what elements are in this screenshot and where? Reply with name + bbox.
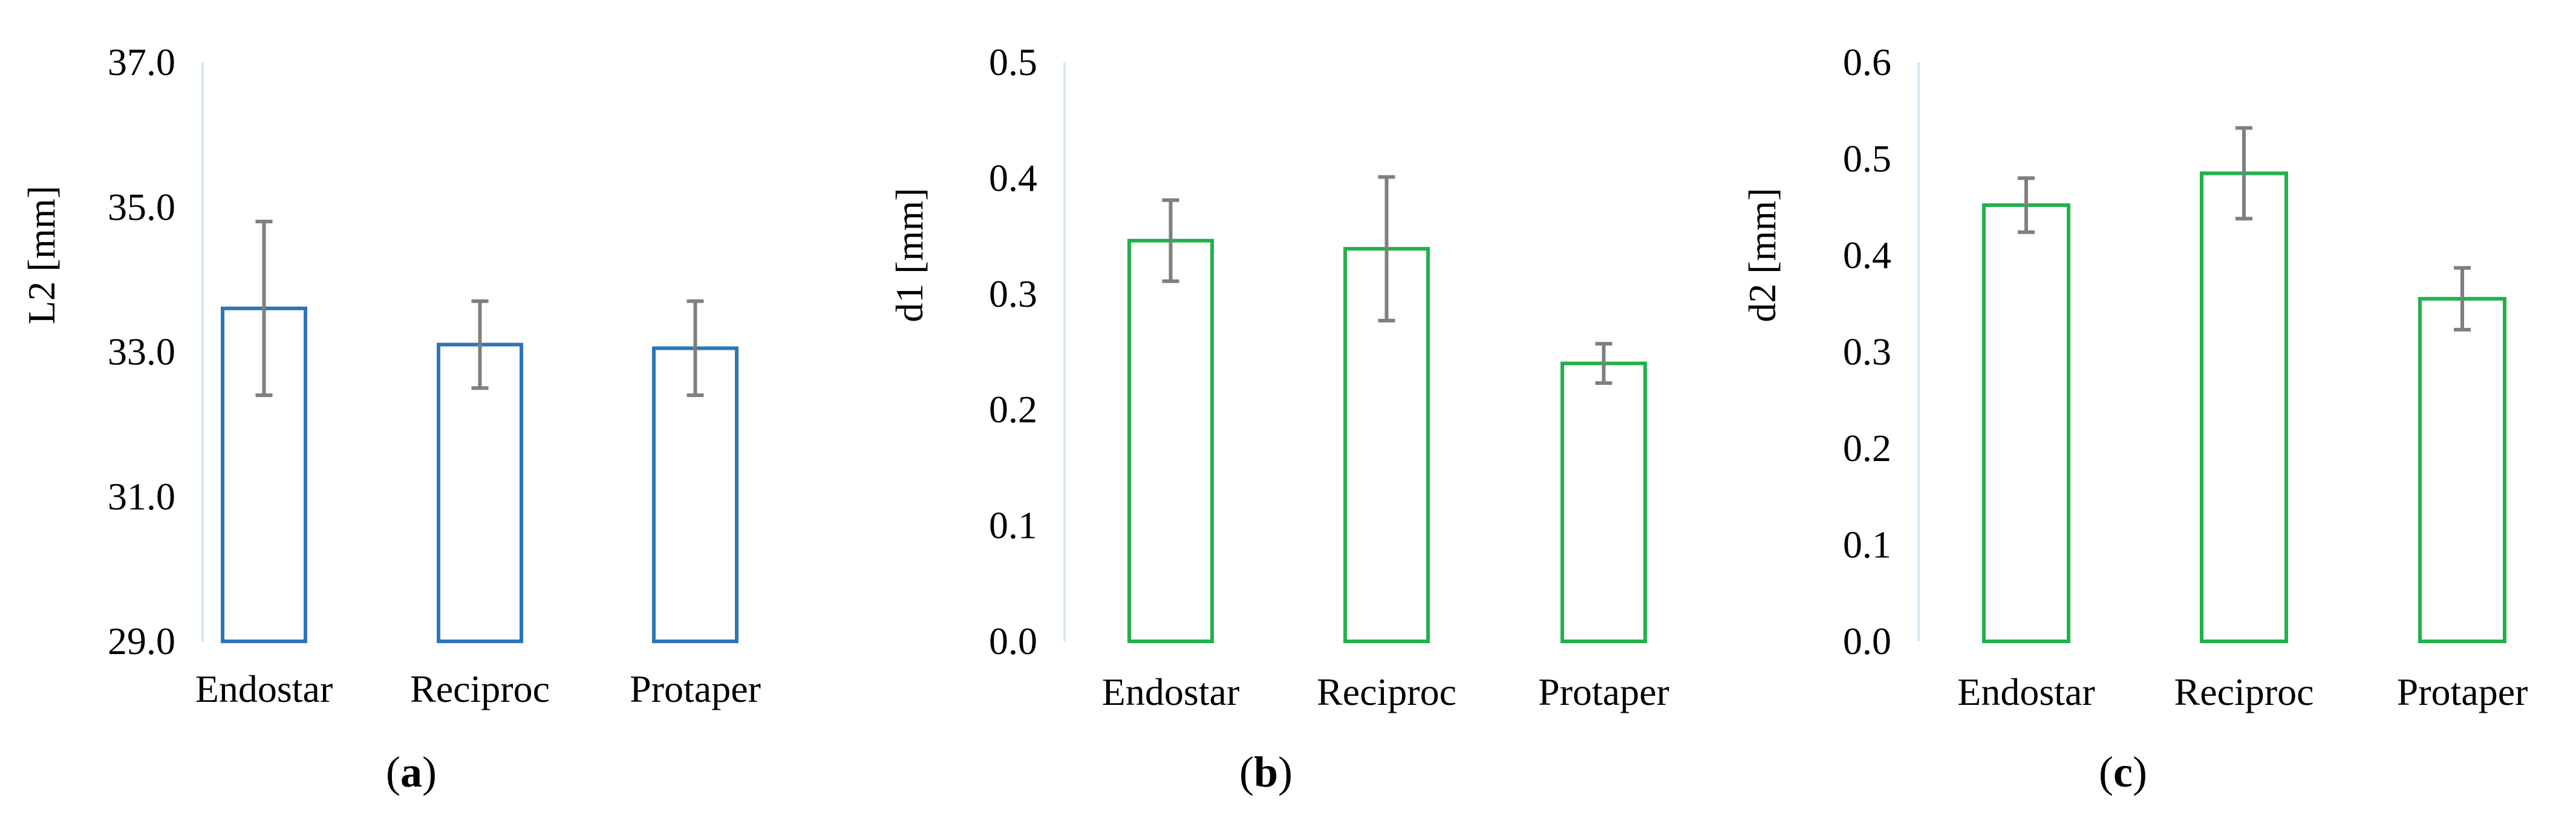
y-tick-label: 0.4	[989, 156, 1037, 199]
y-axis-title: d1 [mm]	[888, 188, 931, 322]
y-tick-label: 37.0	[108, 41, 175, 83]
y-axis-title: d2 [mm]	[1741, 188, 1784, 322]
y-tick-label: 29.0	[108, 620, 175, 663]
bar-protaper	[1560, 361, 1647, 643]
y-tick-label: 0.0	[989, 620, 1037, 663]
y-tick-label: 0.3	[989, 272, 1037, 315]
y-tick-label: 0.5	[1843, 137, 1891, 180]
bar-protaper	[2418, 296, 2506, 643]
bar-endostar	[1982, 203, 2070, 643]
x-category-label: Protaper	[1538, 670, 1669, 713]
bar-reciproc	[2200, 171, 2288, 643]
chart-panel-a: 29.0 31.0 33.0 35.0 37.0 L2 [mm] Endostar Recip…	[20, 41, 761, 796]
x-category-label: Endostar	[195, 667, 333, 710]
y-tick-label: 0.5	[989, 41, 1037, 83]
y-tick-label: 0.2	[989, 388, 1037, 431]
panel-caption: (c)	[2099, 748, 2147, 796]
y-tick-label: 35.0	[108, 185, 175, 228]
y-tick-label: 31.0	[108, 475, 175, 518]
x-category-label: Protaper	[630, 667, 761, 710]
y-tick-label: 0.1	[989, 504, 1037, 547]
x-category-label: Endostar	[1102, 670, 1240, 713]
y-tick-label: 0.6	[1843, 41, 1891, 83]
bar-endostar	[1127, 238, 1214, 644]
x-category-label: Reciproc	[410, 667, 550, 710]
panel-caption: (b)	[1239, 748, 1293, 796]
y-tick-label: 0.0	[1843, 620, 1891, 663]
x-category-label: Protaper	[2397, 670, 2528, 713]
x-category-label: Endostar	[1957, 670, 2095, 713]
chart-panel-b: 0.0 0.1 0.2 0.3 0.4 0.5 d1 [mm] Endostar Recipro…	[888, 41, 1669, 796]
y-tick-label: 0.1	[1843, 523, 1891, 566]
y-tick-label: 33.0	[108, 330, 175, 373]
y-tick-label: 0.3	[1843, 330, 1891, 373]
panel-caption: (a)	[386, 748, 437, 796]
y-tick-label: 0.4	[1843, 234, 1891, 277]
chart-panel-c: 0.0 0.1 0.2 0.3 0.4 0.5 0.6 d2 [mm] Endostar Reci…	[1741, 41, 2528, 796]
y-tick-label: 0.2	[1843, 427, 1891, 470]
x-category-label: Reciproc	[2174, 670, 2314, 713]
x-category-label: Reciproc	[1317, 670, 1456, 713]
y-axis-title: L2 [mm]	[20, 186, 63, 324]
